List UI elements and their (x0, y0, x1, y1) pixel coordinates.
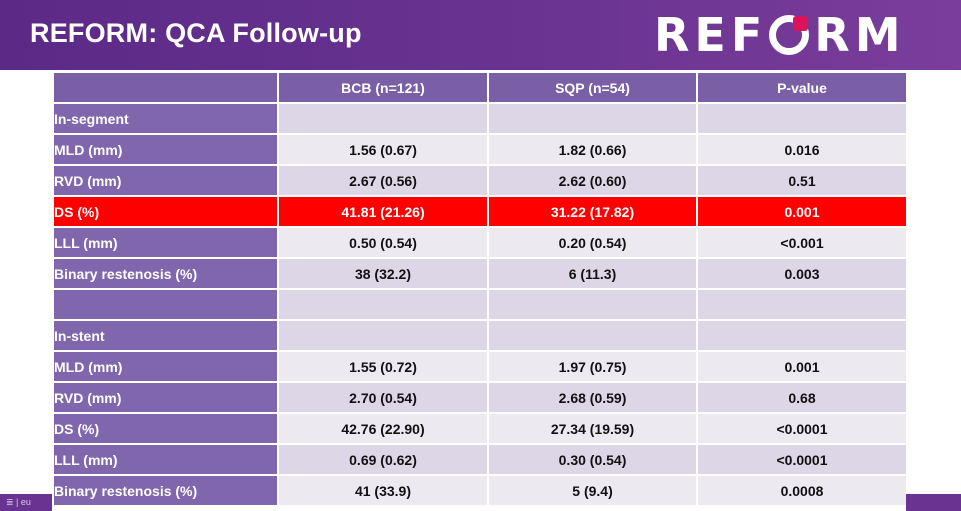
row-label: Binary restenosis (%) (54, 259, 277, 288)
table-row: RVD (mm) 2.67 (0.56) 2.62 (0.60) 0.51 (54, 166, 906, 195)
cell-pvalue: <0.0001 (698, 445, 906, 474)
cell-sqp: 27.34 (19.59) (489, 414, 696, 443)
col-header-sqp: SQP (n=54) (489, 73, 696, 102)
cell-pvalue: 0.68 (698, 383, 906, 412)
table-row: MLD (mm) 1.55 (0.72) 1.97 (0.75) 0.001 (54, 352, 906, 381)
row-label: RVD (mm) (54, 383, 277, 412)
cell-sqp: 31.22 (17.82) (489, 197, 696, 226)
table-row: Binary restenosis (%) 41 (33.9) 5 (9.4) … (54, 476, 906, 505)
reform-logo: REF RM (654, 8, 954, 62)
col-header-bcb: BCB (n=121) (279, 73, 487, 102)
slide-header: REFORM: QCA Follow-up REF RM (0, 0, 961, 70)
col-header-pvalue: P-value (698, 73, 906, 102)
table-row: LLL (mm) 0.50 (0.54) 0.20 (0.54) <0.001 (54, 228, 906, 257)
qca-table: BCB (n=121) SQP (n=54) P-value In-segmen… (52, 71, 908, 507)
cell-sqp: 2.68 (0.59) (489, 383, 696, 412)
cell-pvalue: 0.0008 (698, 476, 906, 505)
row-label: Binary restenosis (%) (54, 476, 277, 505)
cell-bcb: 1.56 (0.67) (279, 135, 487, 164)
footer-strip-right (906, 494, 961, 511)
logo-text-right: RM (814, 8, 906, 62)
cell-sqp: 5 (9.4) (489, 476, 696, 505)
row-label: LLL (mm) (54, 445, 277, 474)
table-row: DS (%) 42.76 (22.90) 27.34 (19.59) <0.00… (54, 414, 906, 443)
table-row: MLD (mm) 1.56 (0.67) 1.82 (0.66) 0.016 (54, 135, 906, 164)
cell-pvalue: 0.51 (698, 166, 906, 195)
cell-pvalue: <0.0001 (698, 414, 906, 443)
section-label: In-stent (54, 321, 277, 350)
cell-bcb: 2.67 (0.56) (279, 166, 487, 195)
row-label: DS (%) (54, 414, 277, 443)
cell-sqp: 1.97 (0.75) (489, 352, 696, 381)
cell-pvalue: <0.001 (698, 228, 906, 257)
cell-bcb: 0.69 (0.62) (279, 445, 487, 474)
row-label: DS (%) (54, 197, 277, 226)
cell-bcb: 41.81 (21.26) (279, 197, 487, 226)
cell-pvalue: 0.001 (698, 197, 906, 226)
row-label: MLD (mm) (54, 352, 277, 381)
cell-bcb: 1.55 (0.72) (279, 352, 487, 381)
cell-bcb: 38 (32.2) (279, 259, 487, 288)
logo-text-left: REF (654, 8, 768, 62)
table-header-row: BCB (n=121) SQP (n=54) P-value (54, 73, 906, 102)
section-label: In-segment (54, 104, 277, 133)
cell-sqp: 1.82 (0.66) (489, 135, 696, 164)
cell-sqp: 2.62 (0.60) (489, 166, 696, 195)
section-row-in-segment: In-segment (54, 104, 906, 133)
table-row: LLL (mm) 0.69 (0.62) 0.30 (0.54) <0.0001 (54, 445, 906, 474)
cell-sqp: 0.20 (0.54) (489, 228, 696, 257)
table-row: Binary restenosis (%) 38 (32.2) 6 (11.3)… (54, 259, 906, 288)
cell-pvalue: 0.003 (698, 259, 906, 288)
cell-sqp: 0.30 (0.54) (489, 445, 696, 474)
cell-bcb: 0.50 (0.54) (279, 228, 487, 257)
slide-title: REFORM: QCA Follow-up (30, 18, 362, 48)
row-label: MLD (mm) (54, 135, 277, 164)
logo-o-icon (769, 15, 810, 55)
footer-brand-strip: ≣ | eu (0, 494, 52, 511)
row-label: LLL (mm) (54, 228, 277, 257)
cell-bcb: 41 (33.9) (279, 476, 487, 505)
row-label: RVD (mm) (54, 166, 277, 195)
section-row-in-stent: In-stent (54, 321, 906, 350)
cell-pvalue: 0.016 (698, 135, 906, 164)
cell-sqp: 6 (11.3) (489, 259, 696, 288)
cell-bcb: 2.70 (0.54) (279, 383, 487, 412)
cell-pvalue: 0.001 (698, 352, 906, 381)
table-row: RVD (mm) 2.70 (0.54) 2.68 (0.59) 0.68 (54, 383, 906, 412)
spacer-row (54, 290, 906, 319)
table-row-highlighted: DS (%) 41.81 (21.26) 31.22 (17.82) 0.001 (54, 197, 906, 226)
cell-bcb: 42.76 (22.90) (279, 414, 487, 443)
header-blank-cell (54, 73, 277, 102)
